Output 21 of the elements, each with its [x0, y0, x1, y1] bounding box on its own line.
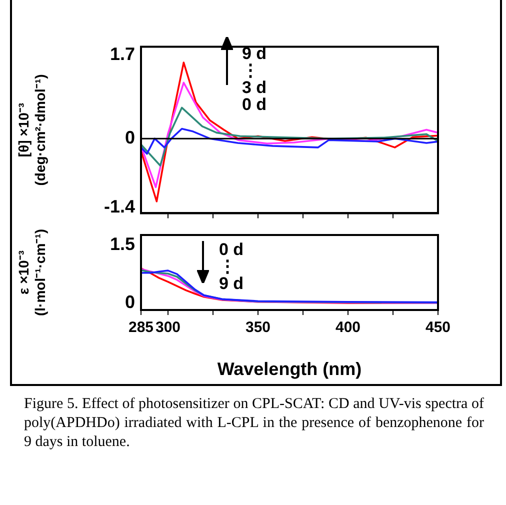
caption: Figure 5. Effect of photosensitizer on CPL-SCAT: CD and UV-vis spectra of poly(APDHDo) irradiated with L-CPL in the presence of benzophenone for 9 days in toluene.	[24, 395, 484, 452]
x-tick-label: 350	[245, 319, 271, 336]
y-tick-label: 1.5	[110, 234, 135, 254]
annotation: ⋮	[242, 61, 260, 80]
x-tick-label: 300	[155, 319, 181, 336]
annotation: 0 d	[242, 95, 267, 114]
annotation: 9 d	[219, 274, 244, 293]
x-tick-label: 285	[128, 319, 154, 336]
x-axis-title: Wavelength (nm)	[217, 359, 362, 380]
annotation: 9 d	[242, 44, 267, 63]
annotation: 0 d	[219, 240, 244, 259]
y-axis-title: ε ×10⁻³ (l·mol⁻¹·cm⁻¹)	[15, 229, 48, 316]
y-tick-label: 0	[124, 292, 135, 312]
y-axis-title: [θ] ×10⁻³ (deg·cm²·dmol⁻¹)	[15, 74, 48, 186]
y-tick-label: 0	[124, 128, 135, 148]
y-tick-label: -1.4	[104, 196, 135, 216]
x-tick-label: 450	[425, 319, 451, 336]
y-tick-label: 1.7	[110, 44, 135, 64]
annotation: 3 d	[242, 78, 267, 97]
x-tick-label: 400	[335, 319, 361, 336]
annotation: ⋮	[219, 257, 237, 276]
